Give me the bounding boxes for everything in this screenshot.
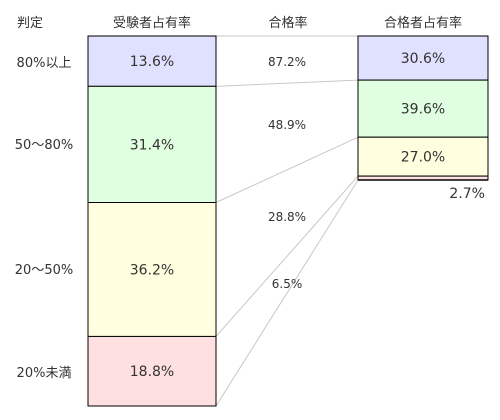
- examinee-share-bar: [87, 35, 217, 407]
- examinee-share-label-80: 13.6%: [130, 54, 174, 70]
- passer-share-label-80: 30.6%: [401, 51, 445, 67]
- examinee-bar-segment-20-50: [87, 202, 217, 337]
- examinee-share-label-50-80: 31.4%: [130, 137, 174, 153]
- pass-rate-label-20-50: 28.8%: [268, 210, 306, 224]
- examinee-bar-segment-20: [87, 335, 217, 407]
- connector-line-3: [215, 175, 359, 337]
- connector-lines: [215, 35, 359, 407]
- header-judgement: 判定: [17, 16, 43, 31]
- pass-rate-label-20: 6.5%: [272, 277, 303, 291]
- connector-line-4: [215, 179, 359, 407]
- chart-labels: 13.6% 80%以上 30.6% 87.2% 31.4% 50～80% 39.6% 48.9…: [15, 51, 485, 381]
- examinee-share-label-20-50: 36.2%: [130, 262, 174, 278]
- passer-bar-segment-80: [357, 35, 489, 81]
- category-label-20: 20%未満: [17, 366, 72, 381]
- passer-bar-segment-50-80: [357, 79, 489, 138]
- passer-share-label-20: 2.7%: [449, 186, 485, 202]
- passer-bar-segment-20-50: [357, 136, 489, 177]
- examinee-share-label-20: 18.8%: [130, 364, 174, 380]
- pass-rate-label-80: 87.2%: [268, 55, 306, 69]
- connector-line-2: [215, 136, 359, 203]
- header-pass-rate: 合格率: [268, 15, 307, 31]
- passer-share-label-50-80: 39.6%: [401, 102, 445, 118]
- category-label-50-80: 50～80%: [15, 138, 73, 153]
- header-examinee-share: 受験者占有率: [113, 15, 191, 31]
- connector-line-1: [215, 79, 359, 87]
- category-label-20-50: 20～50%: [15, 263, 73, 278]
- examinee-bar-segment-80: [87, 35, 217, 87]
- passer-share-label-20-50: 27.0%: [401, 150, 445, 166]
- passer-share-bar: [357, 35, 489, 181]
- header-passer-share: 合格者占有率: [384, 15, 462, 31]
- category-label-80: 80%以上: [17, 56, 72, 71]
- pass-rate-label-50-80: 48.9%: [268, 118, 306, 132]
